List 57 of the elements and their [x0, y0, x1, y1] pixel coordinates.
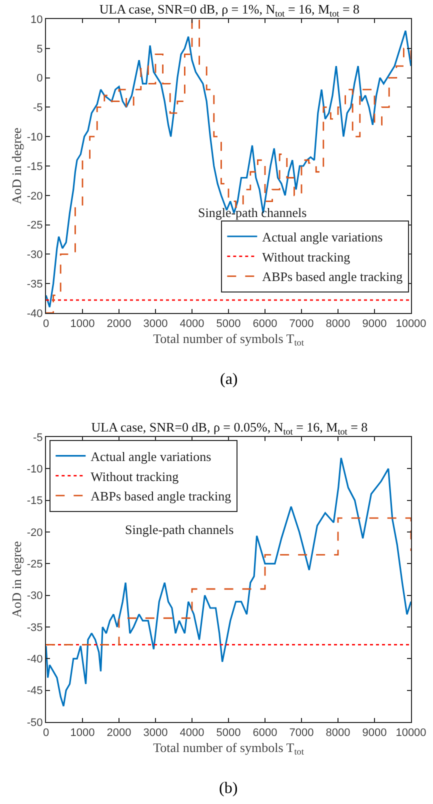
text: (b)	[219, 780, 238, 797]
x-tick-label: 5000	[216, 727, 241, 740]
y-tick-label: -5	[33, 102, 43, 114]
legend-label: Actual angle variations	[90, 448, 212, 464]
legend-label: Without tracking	[262, 249, 351, 264]
x-tick-label: 4000	[180, 727, 204, 740]
y-tick-label: 5	[36, 43, 43, 56]
x-tick-label: 3000	[143, 318, 168, 330]
x-tick-label: 2000	[106, 318, 132, 330]
x-tick-label: 3000	[143, 727, 168, 740]
legend-label: ABPs based angle tracking	[262, 269, 404, 284]
chart-title: ULA case, SNR=0 dB, ρ = 0.05%, N$_{tot}$ = 16, M$_{tot}$ = 8	[91, 420, 368, 436]
y-tick-label: -35	[26, 622, 43, 634]
text: (a)	[220, 371, 238, 388]
x-tick-label: 6000	[252, 318, 278, 330]
y-axis-title: AoD in degree	[8, 128, 24, 204]
x-tick-label: 1000	[70, 727, 95, 740]
y-tick-label: -15	[26, 160, 43, 173]
y-tick-label: -20	[26, 526, 43, 539]
y-tick-label: 0	[36, 72, 43, 85]
x-tick-label: 8000	[326, 318, 350, 330]
x-tick-label: 5000	[216, 318, 241, 330]
annotation: Single-path channels	[125, 522, 234, 537]
y-tick-label: -20	[26, 190, 43, 202]
y-tick-label: -10	[26, 131, 43, 144]
x-axis-title: Total number of symbols T$_{tot}$	[153, 330, 304, 348]
y-tick-label: -35	[26, 278, 43, 290]
x-tick-label: 10000	[396, 318, 426, 330]
x-tick-label: 10000	[396, 727, 426, 740]
annotation: Single-path channels	[198, 205, 307, 220]
x-axis-title: Total number of symbols T$_{tot}$	[153, 740, 304, 757]
legend-label: Actual angle variations	[262, 229, 383, 244]
x-tick-label: 4000	[180, 318, 204, 330]
x-tick-label: 8000	[326, 727, 350, 740]
y-axis-title: AoD in degree	[8, 541, 24, 618]
x-tick-label: 9000	[362, 727, 387, 740]
y-tick-label: -10	[26, 464, 43, 476]
chart-title: ULA case, SNR=0 dB, ρ = 1%, N$_{tot}$ = 16, M$_{tot}$ = 8	[99, 2, 360, 18]
legend-label: Without tracking	[90, 468, 180, 484]
y-tick-label: -40	[26, 654, 43, 666]
y-tick-label: -50	[26, 716, 43, 729]
x-tick-label: 9000	[362, 318, 387, 330]
x-tick-label: 7000	[289, 318, 314, 330]
y-tick-label: -25	[26, 558, 43, 571]
x-tick-label: 1000	[70, 318, 95, 330]
y-tick-label: -25	[26, 220, 43, 232]
x-tick-label: 6000	[252, 727, 278, 740]
x-tick-label: 2000	[106, 727, 132, 740]
y-tick-label: -30	[26, 590, 43, 602]
y-tick-label: -5	[33, 432, 43, 444]
y-tick-label: -45	[26, 685, 43, 698]
y-tick-label: -30	[26, 249, 43, 262]
y-tick-label: -40	[26, 308, 43, 320]
x-tick-label: 7000	[289, 727, 314, 740]
y-tick-label: 10	[30, 14, 43, 26]
legend-label: ABPs based angle tracking	[90, 488, 232, 504]
y-tick-label: -15	[26, 495, 43, 508]
